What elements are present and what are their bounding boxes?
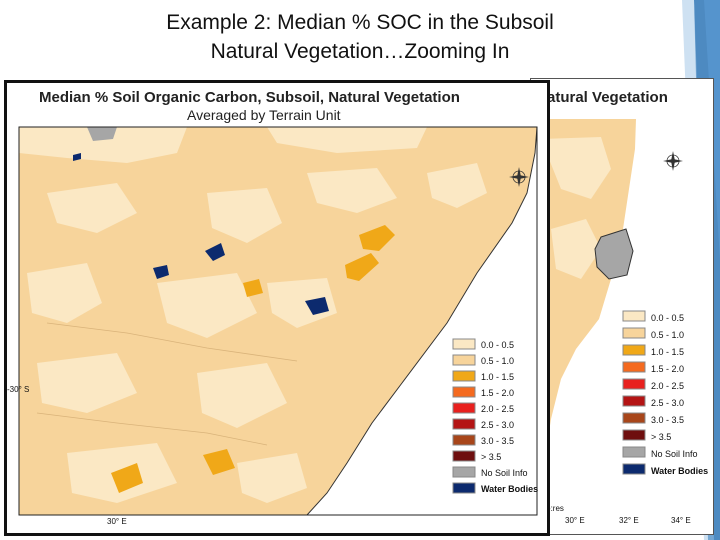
front-map-water-body [205,243,225,261]
front-legend-label: 0.0 - 0.5 [481,340,515,350]
back-legend-label: 0.0 - 0.5 [651,312,685,323]
front-legend-label: 2.5 - 3.0 [481,420,515,430]
back-map-panel: atural Vegetation 0.0 - 0.5 0.5 - 1.0 1.… [530,78,714,535]
front-map-light-patch [267,278,337,328]
front-map-light-patch [197,363,287,428]
front-map-light-patch [307,168,397,213]
back-map-title: atural Vegetation [547,89,668,106]
front-map-light-patch [37,353,137,413]
front-map-canvas [7,83,547,533]
front-north-arrow-icon [509,167,529,187]
front-map-panel: Median % Soil Organic Carbon, Subsoil, N… [4,80,550,536]
slide-title: Example 2: Median % SOC in the Subsoil N… [60,8,660,66]
front-map-light-patch [19,127,187,163]
back-legend-label: > 3.5 [651,431,672,442]
front-legend-label: 2.0 - 2.5 [481,404,515,414]
back-lon-label: 34° E [671,516,691,525]
front-map-orange-patch [111,463,143,493]
front-legend-label: No Soil Info [481,468,528,478]
back-north-arrow-icon [663,151,683,171]
front-map-water-body [153,265,169,279]
back-legend-label: 1.0 - 1.5 [651,346,685,357]
front-map-subtitle: Averaged by Terrain Unit [187,107,341,123]
front-lat-label: -30° S [7,385,30,394]
front-legend-label: Water Bodies [481,484,539,494]
front-map-light-patch [27,263,102,323]
back-legend-labels: 0.0 - 0.5 0.5 - 1.0 1.0 - 1.5 1.5 - 2.0 … [651,309,708,479]
front-lon-label: 30° E [107,517,127,526]
back-legend-label: Water Bodies [651,465,709,476]
front-map-light-patch [237,453,307,503]
front-legend-label: 0.5 - 1.0 [481,356,515,366]
back-map-light-patch [551,219,601,279]
front-map-orange-patch [203,449,235,475]
front-map-light-patch [207,188,282,243]
slide-title-line-2: Natural Vegetation…Zooming In [210,40,510,63]
back-map-light-patch [541,137,611,199]
front-map-light-patch [157,273,257,338]
front-map-no-info-area [87,127,117,141]
back-legend-label: 3.0 - 3.5 [651,414,685,425]
front-legend-labels: 0.0 - 0.5 0.5 - 1.0 1.0 - 1.5 1.5 - 2.0 … [481,337,538,497]
front-legend-label: 3.0 - 3.5 [481,436,515,446]
front-map-orange-patch [345,253,379,281]
front-map-water-body [73,153,81,161]
front-legend [452,338,476,494]
back-lon-label: 30° E [565,516,585,525]
back-legend [622,310,646,475]
back-lon-label: 32° E [619,516,639,525]
back-map-canvas [531,79,713,534]
front-map-light-patch [427,163,487,208]
front-map-light-patch [47,183,137,233]
front-map-water-body [305,297,329,315]
front-map-land [19,127,537,515]
front-map-light-patch [267,127,427,153]
slide-title-line-1: Example 2: Median % SOC in the Subsoil [166,11,554,34]
back-legend-label: 1.5 - 2.0 [651,363,685,374]
front-legend-label: 1.5 - 2.0 [481,388,515,398]
back-map-land [531,119,636,509]
front-map-river [46,322,298,362]
front-map-orange-patch [359,225,395,251]
front-map-title: Median % Soil Organic Carbon, Subsoil, N… [39,89,460,106]
back-legend-label: 2.5 - 3.0 [651,397,685,408]
back-map-no-info-area [594,228,634,280]
front-legend-label: 1.0 - 1.5 [481,372,515,382]
front-map-orange-patch [243,279,263,297]
back-legend-label: 2.0 - 2.5 [651,380,685,391]
front-map-river [36,412,268,446]
front-map-coastline [306,126,538,516]
back-legend-label: No Soil Info [651,448,698,459]
front-legend-label: > 3.5 [481,452,502,462]
back-legend-label: 0.5 - 1.0 [651,329,685,340]
